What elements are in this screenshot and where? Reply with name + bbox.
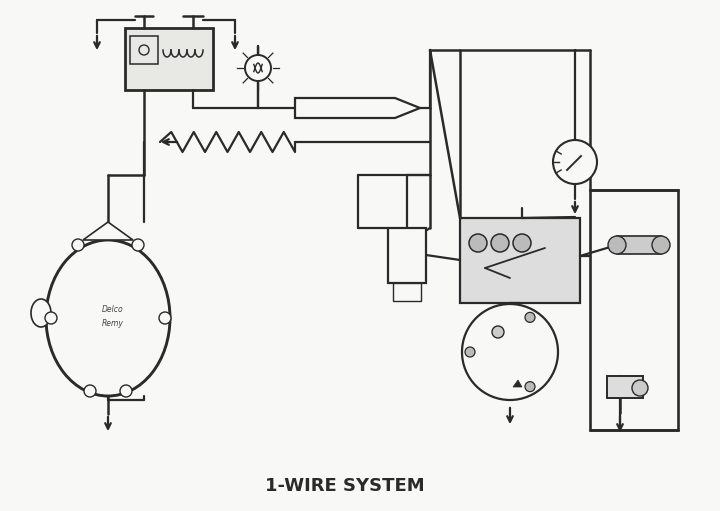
Circle shape	[525, 382, 535, 391]
Bar	[607, 376, 643, 398]
Bar	[590, 190, 678, 430]
Text: Remy: Remy	[102, 319, 124, 329]
Circle shape	[245, 55, 271, 81]
Circle shape	[132, 239, 144, 251]
Ellipse shape	[31, 299, 51, 327]
Bar	[125, 28, 213, 90]
Circle shape	[469, 234, 487, 252]
Circle shape	[632, 380, 648, 396]
Circle shape	[159, 312, 171, 324]
Ellipse shape	[46, 240, 170, 396]
Text: Delco: Delco	[102, 306, 124, 314]
Circle shape	[84, 385, 96, 397]
Circle shape	[45, 312, 57, 324]
Circle shape	[462, 304, 558, 400]
Bar	[460, 218, 580, 303]
Circle shape	[608, 236, 626, 254]
Circle shape	[492, 326, 504, 338]
Bar	[130, 36, 158, 64]
Circle shape	[553, 140, 597, 184]
Polygon shape	[513, 380, 522, 387]
Circle shape	[525, 312, 535, 322]
Polygon shape	[83, 222, 133, 240]
Circle shape	[491, 234, 509, 252]
Circle shape	[652, 236, 670, 254]
Bar	[617, 236, 661, 254]
Polygon shape	[295, 98, 420, 118]
Bar	[388, 228, 426, 283]
Text: 1-WIRE SYSTEM: 1-WIRE SYSTEM	[265, 477, 425, 495]
Bar	[393, 283, 421, 301]
Circle shape	[72, 239, 84, 251]
Circle shape	[120, 385, 132, 397]
Circle shape	[465, 347, 475, 357]
Circle shape	[513, 234, 531, 252]
